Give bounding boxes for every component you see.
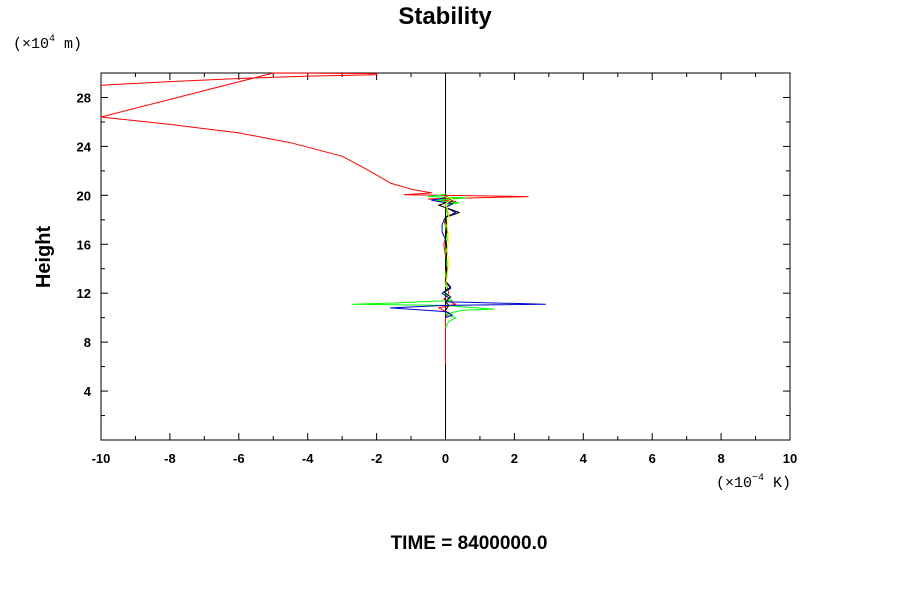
x-unit-exponent: −4	[752, 473, 764, 484]
y-unit-base: (×10	[13, 36, 49, 53]
x-tick-label: 4	[580, 451, 588, 466]
y-tick-label: 24	[77, 139, 92, 154]
y-tick-label: 4	[84, 384, 92, 399]
y-axis-title: Height	[33, 226, 55, 289]
y-tick-label: 8	[84, 335, 91, 350]
x-unit-label: (×10−4 K)	[716, 473, 791, 492]
x-tick-label: -6	[233, 451, 245, 466]
series-line-2	[352, 193, 495, 328]
series-line-1	[100, 72, 529, 365]
series-line-5	[445, 196, 453, 288]
chart-title: Stability	[398, 3, 492, 30]
time-label: TIME = 8400000.0	[391, 533, 548, 554]
y-unit-suffix: m)	[55, 36, 82, 53]
x-tick-label: 2	[511, 451, 518, 466]
x-tick-label: -8	[164, 451, 176, 466]
x-tick-label: -10	[92, 451, 111, 466]
x-tick-label: 0	[442, 451, 449, 466]
y-unit-exponent: 4	[49, 34, 55, 45]
x-tick-label: -4	[302, 451, 314, 466]
x-tick-label: 10	[783, 451, 797, 466]
x-tick-label: 6	[649, 451, 656, 466]
y-tick-label: 28	[77, 90, 91, 105]
y-tick-label: 16	[77, 237, 91, 252]
x-tick-label: -2	[371, 451, 383, 466]
data-series	[100, 72, 546, 440]
y-tick-label: 20	[77, 188, 91, 203]
y-tick-label: 12	[77, 286, 91, 301]
y-unit-label: (×104 m)	[13, 34, 82, 53]
series-line-3	[389, 197, 546, 319]
x-unit-base: (×10	[716, 475, 752, 492]
series-line-4	[438, 194, 460, 311]
x-unit-suffix: K)	[764, 475, 791, 492]
x-tick-label: 8	[717, 451, 724, 466]
